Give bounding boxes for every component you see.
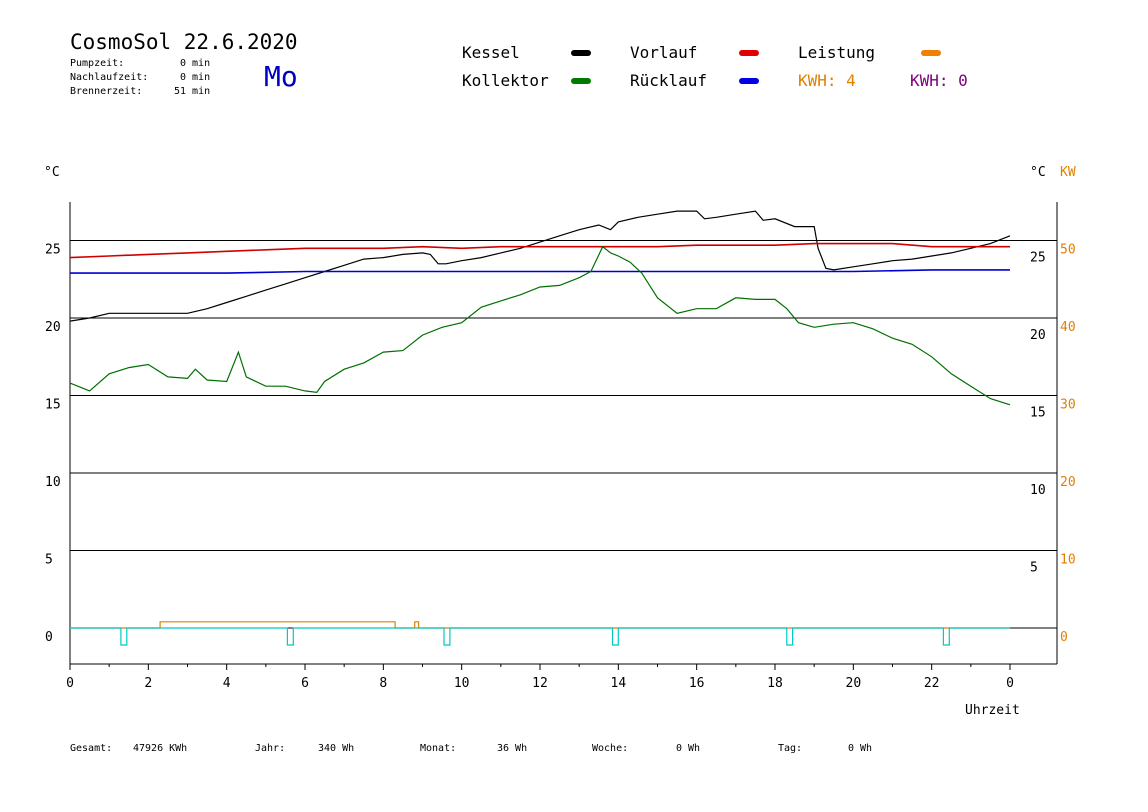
x-tick-label: 22 — [924, 676, 940, 691]
y-left-tick-label: 25 — [45, 243, 61, 258]
legend-kessel-label: Kessel — [462, 43, 520, 62]
x-tick-label: 10 — [454, 676, 470, 691]
x-tick-label: 8 — [379, 676, 387, 691]
chart-series — [69, 210, 1011, 646]
y-right-tick-label: 25 — [1030, 251, 1046, 266]
weekday-label: Mo — [264, 60, 298, 93]
x-tick-label: 18 — [767, 676, 783, 691]
y-left-tick-label: 5 — [45, 553, 53, 568]
x-tick-label: 16 — [689, 676, 705, 691]
y-right-tick-label: 10 — [1030, 483, 1046, 498]
y-left-tick-label: 15 — [45, 398, 61, 413]
y-left-tick-label: 0 — [45, 630, 53, 645]
y-kw-tick-label: 20 — [1060, 475, 1076, 490]
y-left-unit: °C — [44, 165, 60, 180]
footer-jahr-value: 340 Wh — [318, 743, 355, 754]
legend-kessel-swatch — [571, 50, 591, 56]
series-leistung — [70, 621, 1010, 629]
legend-kollektor-swatch — [571, 78, 591, 84]
y-left-tick-label: 10 — [45, 475, 61, 490]
chart-labels: °C °C KW Uhrzeit 0 2 4 6 8 10 12 14 16 18 20 22 0 0 5 1… — [44, 165, 1076, 718]
x-tick-label: 0 — [66, 676, 74, 691]
y-kw-tick-label: 40 — [1060, 320, 1076, 335]
x-tick-label: 4 — [223, 676, 231, 691]
legend-leistung-label: Leistung — [798, 43, 876, 62]
series-kollektor — [69, 245, 1011, 406]
series-ruecklauf — [70, 269, 1010, 274]
legend-kollektor-label: Kollektor — [462, 71, 549, 90]
legend-kwh-second: KWH: 0 — [910, 71, 968, 90]
footer-jahr-label: Jahr: — [255, 743, 286, 754]
y-kw-unit: KW — [1060, 165, 1076, 180]
y-kw-tick-label: 30 — [1060, 398, 1076, 413]
legend-ruecklauf-label: Rücklauf — [630, 71, 708, 90]
footer-woche-label: Woche: — [592, 743, 629, 754]
x-tick-label: 6 — [301, 676, 309, 691]
legend-vorlauf-label: Vorlauf — [630, 43, 698, 62]
y-right-tick-label: 20 — [1030, 328, 1046, 343]
chart-title: CosmoSol 22.6.2020 — [70, 30, 298, 54]
y-kw-tick-label: 0 — [1060, 630, 1068, 645]
series-pumpe — [70, 627, 1010, 646]
legend-leistung-swatch — [921, 50, 941, 56]
footer-tag-label: Tag: — [778, 743, 803, 754]
series-vorlauf — [69, 242, 1010, 259]
footer-monat-label: Monat: — [420, 743, 457, 754]
x-tick-label: 0 — [1006, 676, 1014, 691]
x-tick-label: 2 — [144, 676, 152, 691]
series-kessel — [69, 210, 1011, 322]
x-tick-label: 20 — [846, 676, 862, 691]
footer-gesamt-label: Gesamt: — [70, 743, 113, 754]
stat-label-pumpzeit: Pumpzeit: — [70, 58, 125, 69]
chart-axes — [69, 202, 1058, 670]
x-tick-label: 14 — [611, 676, 627, 691]
x-axis-label: Uhrzeit — [965, 703, 1020, 718]
y-right-unit: °C — [1030, 165, 1046, 180]
legend-ruecklauf-swatch — [739, 78, 759, 84]
stat-label-brennerzeit: Brennerzeit: — [70, 86, 143, 97]
footer-woche-value: 0 Wh — [676, 743, 701, 754]
stat-value-nachlaufzeit: 0 min — [180, 72, 211, 83]
y-kw-tick-label: 10 — [1060, 553, 1076, 568]
y-right-tick-label: 15 — [1030, 406, 1046, 421]
y-right-tick-label: 5 — [1030, 561, 1038, 576]
legend-kwh-leistung: KWH: 4 — [798, 71, 856, 90]
footer-monat-value: 36 Wh — [497, 743, 528, 754]
y-kw-tick-label: 50 — [1060, 243, 1076, 258]
x-tick-label: 12 — [532, 676, 548, 691]
legend-vorlauf-swatch — [739, 50, 759, 56]
stat-label-nachlaufzeit: Nachlaufzeit: — [70, 72, 149, 83]
stat-value-pumpzeit: 0 min — [180, 58, 211, 69]
footer-tag-value: 0 Wh — [848, 743, 873, 754]
footer-gesamt-value: 47926 KWh — [133, 743, 188, 754]
y-left-tick-label: 20 — [45, 320, 61, 335]
chart-grid — [70, 240, 1057, 629]
stat-value-brennerzeit: 51 min — [174, 86, 211, 97]
